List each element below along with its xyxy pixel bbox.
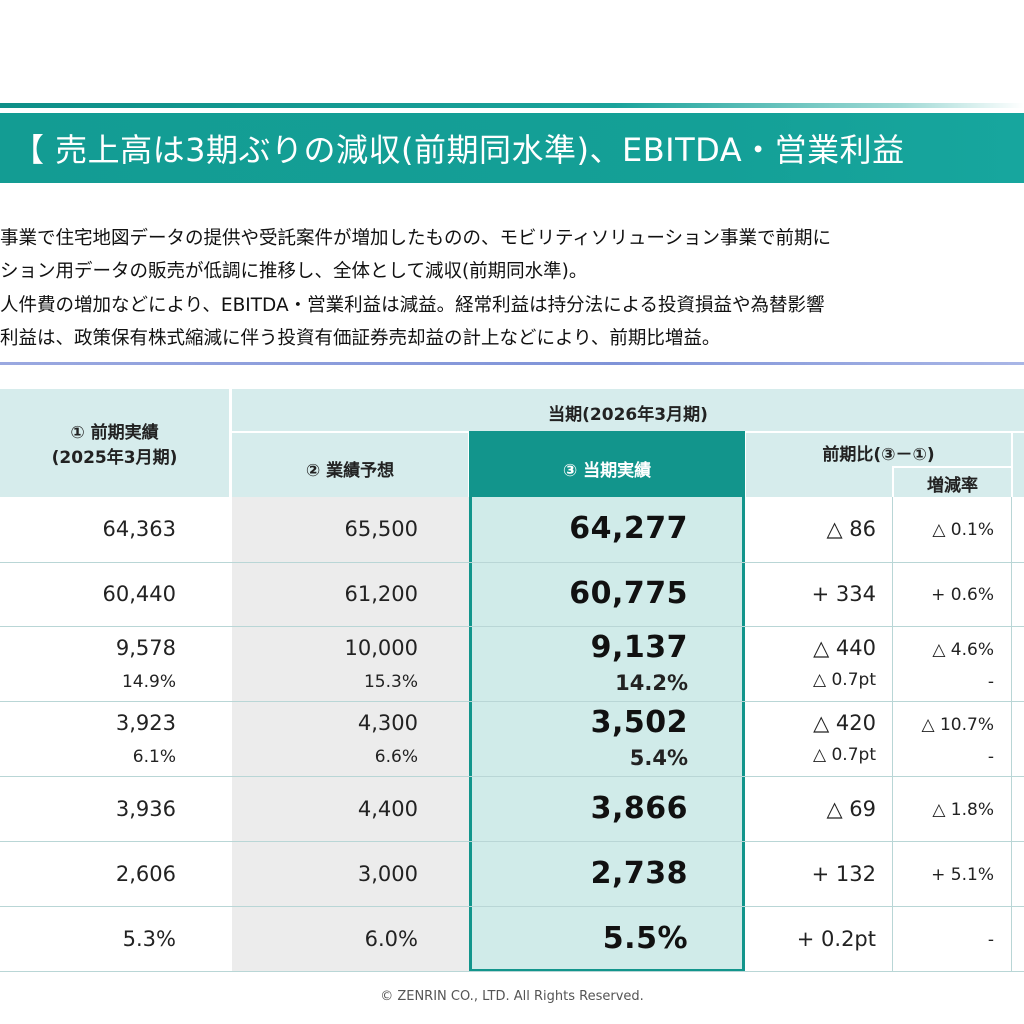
cell-prev: 60,440 xyxy=(102,582,176,606)
cell-diff: △ 86 xyxy=(826,517,876,541)
header-forecast: ② 業績予想 xyxy=(305,461,395,481)
cell-actual: 9,137 xyxy=(590,630,688,665)
summary-line: 人件費の増加などにより、EBITDA・営業利益は減益。経常利益は持分法による投資… xyxy=(0,295,825,316)
header-yoy: 前期比(③－①) xyxy=(822,445,935,465)
cell-rate-sub: - xyxy=(987,672,994,692)
cell-diff: + 334 xyxy=(811,582,876,606)
cell-forecast-sub: 15.3% xyxy=(363,672,418,692)
title-top-rule xyxy=(0,103,1024,108)
cell-forecast: 10,000 xyxy=(344,636,418,660)
cell-prev: 64,363 xyxy=(102,517,176,541)
column-divider xyxy=(1011,497,1012,971)
cell-forecast: 6.0% xyxy=(364,927,418,951)
cell-rate: △ 4.6% xyxy=(932,640,994,660)
row-divider xyxy=(0,562,1024,563)
header-forecast-cell xyxy=(232,433,468,497)
cell-diff: + 0.2pt xyxy=(796,927,876,951)
row-divider xyxy=(0,971,1024,972)
cell-diff: + 132 xyxy=(811,862,876,886)
header-divider xyxy=(893,466,1011,468)
header-divider xyxy=(1011,433,1013,497)
header-current-group-cell xyxy=(232,389,1024,431)
cell-rate: △ 1.8% xyxy=(932,800,994,820)
cell-prev: 9,578 xyxy=(115,636,176,660)
cell-rate: - xyxy=(987,930,994,950)
cell-prev-sub: 6.1% xyxy=(132,747,176,767)
page-title: 【 売上高は3期ぶりの減収(前期同水準)、EBITDA・営業利益 xyxy=(12,131,905,169)
row-divider xyxy=(0,776,1024,777)
cell-prev: 3,936 xyxy=(115,797,176,821)
cell-actual: 60,775 xyxy=(569,576,688,611)
cell-forecast: 3,000 xyxy=(357,862,418,886)
cell-actual: 3,866 xyxy=(590,791,688,826)
row-divider xyxy=(0,701,1024,702)
cell-rate-sub: - xyxy=(987,747,994,767)
cell-actual: 3,502 xyxy=(590,705,688,740)
cell-forecast: 4,300 xyxy=(357,711,418,735)
cell-forecast: 61,200 xyxy=(344,582,418,606)
cell-actual-sub: 5.4% xyxy=(629,746,688,770)
header-actual-cell xyxy=(469,431,745,497)
header-yoy-cell xyxy=(746,433,1024,497)
cell-prev: 3,923 xyxy=(115,711,176,735)
cell-diff: △ 440 xyxy=(813,636,876,660)
column-divider xyxy=(892,497,893,971)
header-prev-period: (2025年3月期) xyxy=(51,448,178,468)
cell-prev: 5.3% xyxy=(122,927,176,951)
cell-actual: 5.5% xyxy=(602,921,688,956)
forecast-column-bg xyxy=(232,497,469,971)
cell-actual: 64,277 xyxy=(569,511,688,546)
header-divider xyxy=(892,466,894,497)
cell-rate: △ 10.7% xyxy=(921,715,994,735)
header-actual: ③ 当期実績 xyxy=(562,461,652,481)
cell-forecast-sub: 6.6% xyxy=(374,747,418,767)
cell-rate: + 5.1% xyxy=(931,865,994,885)
cell-actual-sub: 14.2% xyxy=(615,671,688,695)
cell-rate: △ 0.1% xyxy=(932,520,994,540)
summary-text: 事業で住宅地図データの提供や受託案件が増加したものの、モビリティソリューション事… xyxy=(0,224,1024,349)
cell-prev-sub: 14.9% xyxy=(121,672,176,692)
header-current-group: 当期(2026年3月期) xyxy=(548,405,708,425)
copyright-footer: © ZENRIN CO., LTD. All Rights Reserved. xyxy=(380,989,644,1004)
cell-diff: △ 69 xyxy=(826,797,876,821)
cell-prev: 2,606 xyxy=(115,862,176,886)
row-divider xyxy=(0,906,1024,907)
cell-diff-sub: △ 0.7pt xyxy=(813,670,876,690)
header-rate: 増減率 xyxy=(927,476,978,496)
cell-forecast: 65,500 xyxy=(344,517,418,541)
cell-forecast: 4,400 xyxy=(357,797,418,821)
cell-actual: 2,738 xyxy=(590,856,688,891)
row-divider xyxy=(0,841,1024,842)
summary-bottom-rule xyxy=(0,362,1024,365)
summary-line: 事業で住宅地図データの提供や受託案件が増加したものの、モビリティソリューション事… xyxy=(0,228,832,249)
cell-diff: △ 420 xyxy=(813,711,876,735)
summary-line: ション用データの販売が低調に推移し、全体として減収(前期同水準)。 xyxy=(0,261,588,282)
cell-rate: + 0.6% xyxy=(931,585,994,605)
header-prev-cell xyxy=(0,389,229,497)
header-prev-label: ① 前期実績 xyxy=(70,423,159,443)
summary-line: 利益は、政策保有株式縮減に伴う投資有価証券売却益の計上などにより、前期比増益。 xyxy=(0,328,721,349)
cell-diff-sub: △ 0.7pt xyxy=(813,745,876,765)
row-divider xyxy=(0,626,1024,627)
title-bar: 【 売上高は3期ぶりの減収(前期同水準)、EBITDA・営業利益 xyxy=(0,113,1024,183)
